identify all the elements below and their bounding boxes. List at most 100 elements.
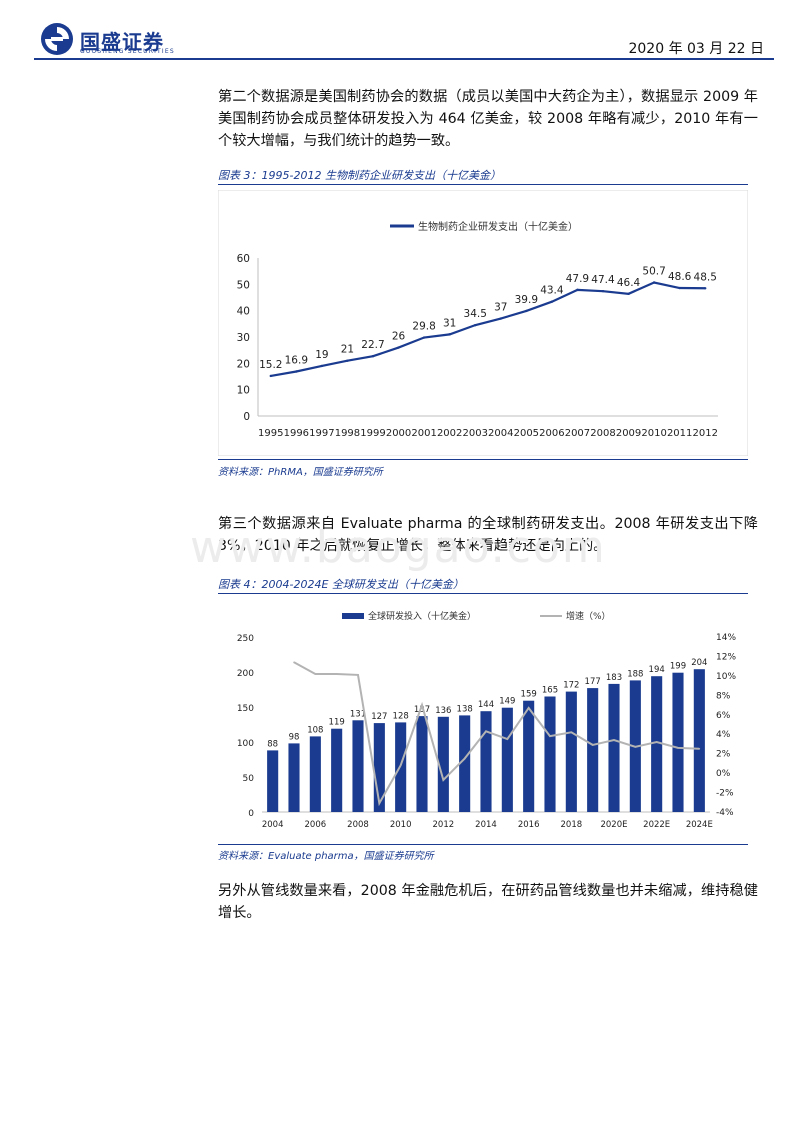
x-tick-label: 2008 [590,428,615,439]
y-tick-label: 20 [237,358,250,370]
bar [480,711,492,812]
bar [693,669,705,812]
x-tick-label: 2009 [616,428,641,439]
paragraph-phrma: 第二个数据源是美国制药协会的数据（成员以美国中大药企为主），数据显示 2009 … [218,89,758,149]
bar [459,715,471,812]
data-label: 21 [341,344,354,356]
growth-point [549,735,551,737]
bar-value-label: 159 [521,690,537,700]
bar [523,700,535,812]
figure-4-source: 资料来源：Evaluate pharma，国盛证券研究所 [218,851,434,862]
data-point [627,292,630,296]
y-tick-label: 150 [237,704,254,714]
data-label: 37 [494,302,507,314]
growth-point [613,739,615,741]
x-tick-label: 2024E [686,820,713,830]
y2-tick-label: -2% [716,789,734,799]
bar-value-label: 188 [627,669,643,679]
data-label: 29.8 [412,321,435,333]
x-tick-label: 1996 [284,428,309,439]
data-label: 43.4 [540,285,564,297]
data-label: 15.2 [259,359,282,371]
data-point [678,286,681,290]
legend-label-line: 增速（%） [566,610,611,622]
bar [544,696,556,812]
bar [501,707,513,812]
figure-4-caption: 图表 4：2004-2024E 全球研发支出（十亿美金） [218,578,464,591]
y2-tick-label: 10% [716,672,736,682]
y-tick-label: 200 [237,669,254,679]
paragraph-pipeline: 另外从管线数量来看，2008 年金融危机后，在研药品管线数量也并未缩减，维持稳健… [218,883,758,921]
data-label: 34.5 [464,308,487,320]
x-tick-label: 2002 [437,428,462,439]
growth-point [293,661,295,664]
legend-label-bar: 全球研发投入（十亿美金） [368,610,476,622]
bar-value-label: 194 [649,665,665,675]
x-tick-label: 2006 [539,428,564,439]
x-tick-label: 1995 [258,428,283,439]
growth-point [570,731,573,734]
bar-value-label: 131 [350,709,366,719]
growth-point [399,764,402,767]
data-label: 22.7 [361,339,384,351]
data-label: 48.5 [694,271,717,283]
report-date: 2020 年 03 月 22 日 [628,41,764,57]
x-tick-label: 2007 [565,428,590,439]
bar [267,750,279,812]
bar-value-label: 136 [435,706,451,716]
data-point [269,374,272,378]
growth-point [634,746,637,748]
figure-4-bottom-rule [218,844,748,845]
bar [608,683,620,812]
header-divider [34,58,774,60]
series-line [270,281,706,378]
data-point [499,317,502,320]
y2-tick-label: 4% [716,730,731,740]
x-tick-label: 1998 [335,428,360,439]
y-tick-label: 40 [237,306,250,318]
x-tick-label: 2012 [433,820,455,830]
legend-swatch-bar [342,613,364,619]
bar-value-label: 199 [670,662,686,672]
bar [309,736,321,812]
data-label: 39.9 [515,294,538,306]
x-tick-label: 2012 [692,428,717,439]
bar-value-label: 165 [542,686,558,696]
y-tick-label: 10 [237,385,250,397]
growth-point [335,673,338,675]
y-tick-label: 0 [243,411,250,423]
data-point [448,333,451,336]
bar [288,743,300,812]
x-tick-label: 2003 [462,428,487,439]
bar [565,691,577,812]
bar [587,688,599,812]
data-point [525,309,528,313]
figure-4-bar-line-chart: 全球研发投入（十亿美金） 增速（%） 0 50 100 150 200 250 -4% -2% 0%… [237,610,737,830]
x-tick-label: 2004 [262,820,284,830]
x-tick-label: 2014 [475,820,497,830]
watermark: www.baogao.com [190,522,607,573]
data-label: 50.7 [642,265,665,277]
data-label: 47.9 [566,273,589,285]
growth-point [463,757,466,760]
growth-point [357,674,359,676]
company-name: 国盛证券 [80,30,164,54]
bar [352,720,364,812]
data-point [320,364,324,368]
growth-point [591,744,594,746]
growth-point [421,704,423,706]
x-tick-label: 2010 [390,820,412,830]
bar-value-label: 183 [606,673,622,683]
growth-point [655,741,658,743]
company-subtitle: GUOSHENG SECURITIES [80,48,175,55]
bar [373,723,385,812]
data-point [550,300,554,303]
figure-3-top-rule [218,184,748,185]
y-tick-label: 100 [237,739,254,749]
x-tick-label: 2018 [561,820,583,830]
data-point [652,281,656,284]
bar-value-label: 119 [329,718,345,728]
x-tick-label: 2004 [488,428,513,439]
bar-value-label: 128 [393,711,409,721]
y-tick-label: 30 [237,332,250,344]
